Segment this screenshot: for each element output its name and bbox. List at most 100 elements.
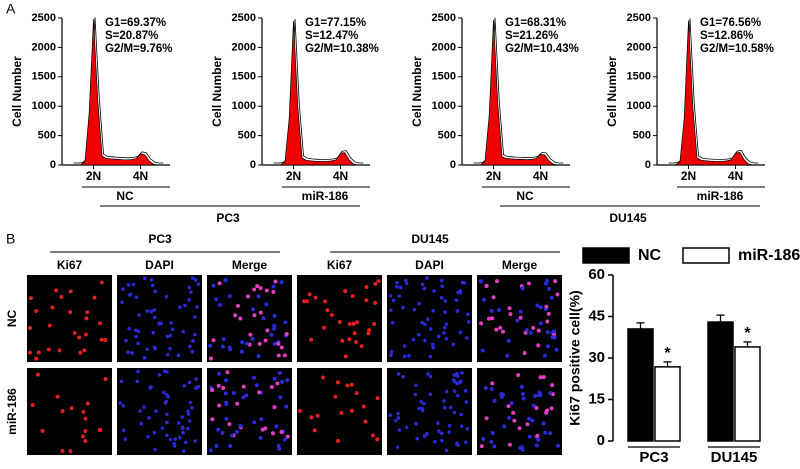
nucleus — [194, 377, 198, 381]
x-tick-label: 4N — [133, 169, 148, 183]
nucleus — [455, 309, 460, 313]
nucleus — [451, 342, 456, 347]
nucleus — [185, 426, 190, 431]
nucleus — [389, 353, 393, 357]
nucleus — [466, 312, 470, 317]
nucleus — [139, 421, 144, 426]
nucleus — [494, 327, 499, 332]
nucleus — [554, 347, 559, 352]
nucleus — [120, 300, 124, 305]
nucleus — [254, 383, 259, 388]
nucleus — [395, 284, 399, 289]
nucleus — [276, 353, 281, 358]
nucleus — [165, 352, 170, 357]
nucleus — [147, 415, 151, 420]
nucleus — [154, 409, 158, 413]
nucleus — [252, 287, 257, 292]
nucleus — [492, 444, 497, 449]
nucleus — [447, 423, 452, 428]
nucleus — [547, 286, 552, 291]
micrograph — [387, 275, 472, 362]
annotation: G1=76.56% — [700, 17, 761, 29]
nucleus — [309, 337, 314, 342]
nucleus — [36, 350, 41, 355]
y-axis-label: Cell Number — [605, 56, 619, 127]
nucleus — [340, 338, 345, 343]
nucleus — [149, 385, 153, 389]
panel-label: B — [6, 231, 15, 247]
nucleus — [238, 423, 243, 428]
nucleus — [325, 308, 330, 313]
nucleus — [479, 321, 484, 326]
y-tick-label: 1500 — [627, 71, 651, 83]
nucleus — [221, 337, 226, 342]
nucleus — [459, 412, 463, 417]
nucleus — [152, 431, 157, 435]
nucleus — [264, 302, 269, 307]
nucleus — [536, 437, 541, 442]
nucleus — [224, 378, 229, 383]
nucleus — [444, 336, 449, 341]
nucleus — [420, 408, 425, 413]
nucleus — [218, 302, 223, 307]
nucleus — [256, 294, 261, 299]
nucleus — [82, 348, 87, 353]
nucleus — [157, 322, 161, 326]
y-tick-label: 60 — [588, 266, 605, 283]
nucleus — [444, 448, 449, 453]
x-tick-label: 2N — [86, 169, 101, 183]
nucleus — [272, 313, 277, 318]
nucleus — [224, 416, 229, 421]
nucleus — [420, 320, 424, 325]
nucleus — [302, 299, 307, 304]
nucleus — [35, 372, 40, 377]
nucleus — [333, 394, 338, 399]
nucleus — [177, 435, 182, 440]
nucleus — [442, 331, 446, 335]
nucleus — [452, 373, 457, 377]
nucleus — [150, 283, 155, 288]
nucleus — [182, 383, 187, 388]
nucleus — [255, 284, 260, 289]
nucleus — [99, 280, 104, 285]
nucleus — [416, 332, 421, 337]
nucleus — [136, 369, 140, 374]
nucleus — [265, 328, 270, 333]
nucleus — [284, 404, 289, 409]
nucleus — [458, 290, 463, 295]
nucleus — [551, 329, 556, 334]
nucleus — [244, 393, 249, 398]
nucleus — [345, 383, 350, 388]
nucleus — [312, 428, 317, 433]
nucleus — [173, 437, 177, 441]
annotation: G1=69.37% — [105, 17, 166, 29]
nucleus — [59, 295, 64, 300]
nucleus — [57, 348, 62, 353]
nucleus — [121, 428, 126, 433]
nucleus — [138, 409, 142, 414]
nucleus — [353, 340, 358, 345]
nucleus — [224, 402, 229, 407]
nucleus — [422, 401, 426, 406]
nucleus — [396, 411, 400, 416]
annotation: G2/M=10.43% — [505, 43, 579, 55]
nucleus — [168, 437, 173, 442]
micrograph — [27, 368, 112, 455]
nucleus — [271, 289, 276, 294]
nucleus — [221, 386, 226, 391]
nucleus — [252, 420, 257, 425]
nucleus — [272, 405, 277, 410]
channel-label: Ki67 — [57, 258, 83, 272]
nucleus — [126, 350, 131, 354]
nucleus — [401, 305, 405, 310]
nucleus — [535, 433, 540, 438]
nucleus — [187, 380, 192, 385]
nucleus — [444, 389, 449, 394]
nucleus — [184, 440, 188, 445]
nucleus — [455, 441, 459, 446]
y-tick-label: 2000 — [32, 41, 56, 53]
y-tick-label: 2500 — [32, 12, 56, 24]
nucleus — [388, 413, 393, 418]
nucleus — [355, 320, 360, 325]
nucleus — [168, 346, 172, 351]
